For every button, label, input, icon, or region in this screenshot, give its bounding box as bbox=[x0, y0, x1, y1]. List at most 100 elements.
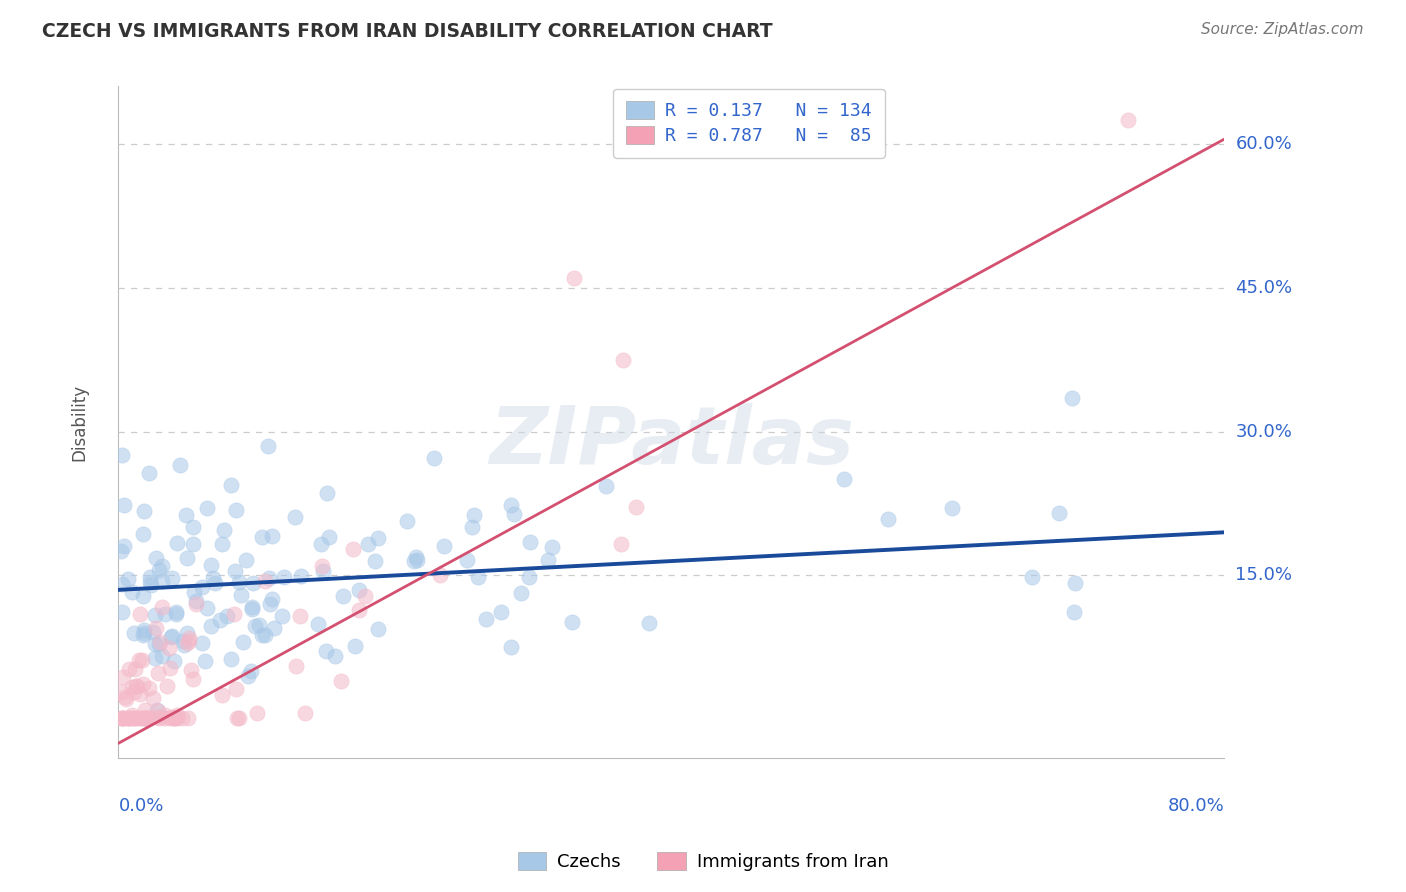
Point bbox=[132, 626, 155, 640]
Point bbox=[1047, 507, 1070, 521]
Point bbox=[344, 639, 367, 653]
Point bbox=[1063, 605, 1085, 619]
Point bbox=[138, 466, 160, 480]
Point bbox=[166, 707, 188, 722]
Point bbox=[150, 648, 173, 663]
Point bbox=[517, 570, 540, 584]
Point bbox=[246, 706, 269, 720]
Point bbox=[153, 607, 176, 622]
Point bbox=[132, 676, 155, 690]
Point bbox=[160, 571, 183, 585]
Point bbox=[259, 597, 281, 611]
Point bbox=[941, 501, 963, 516]
Point bbox=[111, 711, 134, 725]
Point bbox=[128, 711, 150, 725]
Point bbox=[211, 537, 233, 551]
Point bbox=[150, 574, 173, 588]
Point bbox=[467, 570, 489, 584]
Point bbox=[624, 500, 647, 514]
Point bbox=[172, 711, 194, 725]
Point bbox=[180, 663, 202, 677]
Text: Disability: Disability bbox=[70, 384, 89, 460]
Point bbox=[238, 669, 260, 683]
Point bbox=[181, 520, 204, 534]
Point bbox=[110, 685, 132, 699]
Point bbox=[172, 633, 194, 648]
Point bbox=[127, 679, 149, 693]
Point bbox=[432, 540, 454, 554]
Point bbox=[1060, 391, 1083, 405]
Point bbox=[142, 625, 165, 640]
Point bbox=[877, 512, 900, 526]
Point bbox=[112, 670, 135, 684]
Point bbox=[162, 710, 184, 724]
Point bbox=[250, 627, 273, 641]
Point bbox=[509, 586, 531, 600]
Point bbox=[163, 711, 186, 725]
Point bbox=[211, 688, 233, 702]
Point bbox=[195, 501, 218, 516]
Point bbox=[112, 711, 135, 725]
Text: Source: ZipAtlas.com: Source: ZipAtlas.com bbox=[1201, 22, 1364, 37]
Point bbox=[118, 711, 141, 725]
Point bbox=[122, 685, 145, 699]
Point bbox=[290, 569, 312, 583]
Point bbox=[347, 602, 370, 616]
Point bbox=[405, 550, 427, 565]
Point bbox=[145, 550, 167, 565]
Point bbox=[139, 575, 162, 590]
Point bbox=[134, 703, 156, 717]
Point bbox=[125, 679, 148, 693]
Point bbox=[111, 606, 134, 620]
Point bbox=[111, 711, 134, 725]
Point bbox=[342, 541, 364, 556]
Point bbox=[176, 625, 198, 640]
Point bbox=[139, 569, 162, 583]
Point bbox=[176, 636, 198, 650]
Point bbox=[124, 662, 146, 676]
Point bbox=[143, 607, 166, 622]
Point bbox=[166, 536, 188, 550]
Point bbox=[194, 655, 217, 669]
Point bbox=[309, 536, 332, 550]
Point bbox=[146, 704, 169, 718]
Point bbox=[110, 543, 132, 558]
Point bbox=[347, 583, 370, 598]
Point bbox=[135, 711, 157, 725]
Text: 80.0%: 80.0% bbox=[1167, 797, 1225, 814]
Point bbox=[149, 635, 172, 649]
Point bbox=[456, 553, 478, 567]
Point bbox=[209, 613, 232, 627]
Point bbox=[235, 553, 257, 567]
Point bbox=[150, 559, 173, 574]
Point bbox=[395, 514, 418, 528]
Point bbox=[150, 599, 173, 614]
Point bbox=[214, 524, 236, 538]
Point bbox=[153, 711, 176, 725]
Point bbox=[201, 570, 224, 584]
Point bbox=[257, 438, 280, 452]
Point bbox=[429, 567, 451, 582]
Point bbox=[139, 578, 162, 592]
Point bbox=[311, 558, 333, 573]
Point bbox=[228, 574, 250, 589]
Point bbox=[475, 612, 498, 626]
Point bbox=[200, 558, 222, 573]
Point bbox=[121, 711, 143, 725]
Point bbox=[143, 637, 166, 651]
Point bbox=[111, 577, 134, 591]
Point bbox=[129, 607, 152, 621]
Point bbox=[637, 616, 659, 631]
Point bbox=[111, 711, 134, 725]
Point bbox=[229, 588, 252, 602]
Point bbox=[285, 658, 308, 673]
Point bbox=[115, 711, 138, 725]
Point bbox=[183, 672, 205, 686]
Point bbox=[204, 575, 226, 590]
Point bbox=[132, 526, 155, 541]
Point bbox=[316, 486, 339, 500]
Legend: Czechs, Immigrants from Iran: Czechs, Immigrants from Iran bbox=[510, 846, 896, 879]
Point bbox=[132, 628, 155, 642]
Point bbox=[125, 711, 148, 725]
Point bbox=[165, 606, 187, 620]
